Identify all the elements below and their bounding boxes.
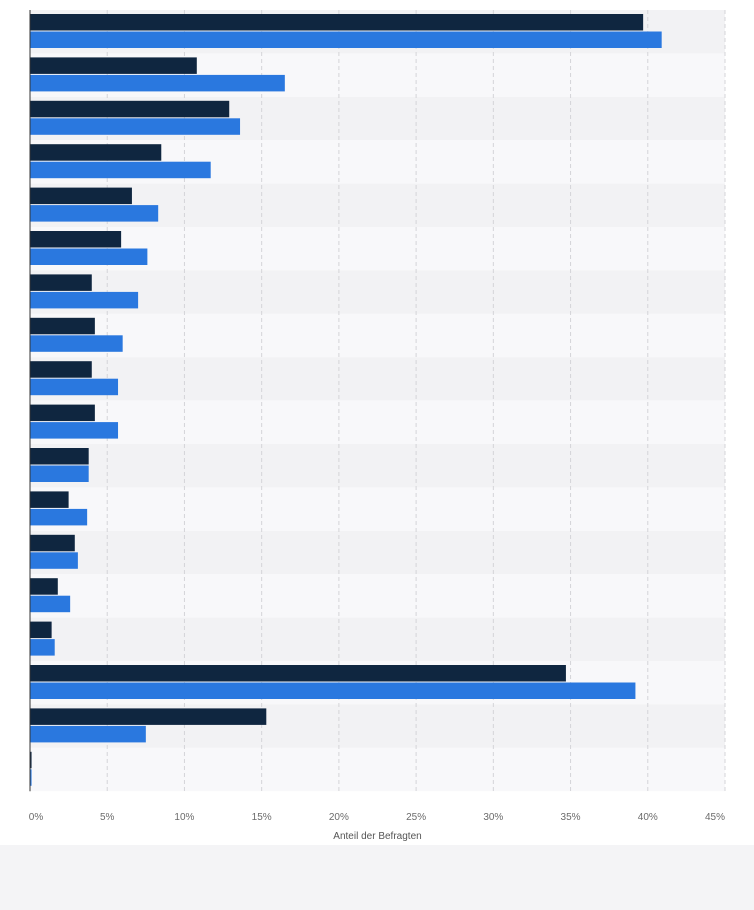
bar-series-2[interactable]	[30, 335, 123, 352]
row-band	[30, 487, 725, 531]
bar-series-1[interactable]	[30, 404, 95, 422]
x-tick-label: 5%	[100, 812, 115, 823]
x-tick-label: 40%	[638, 812, 658, 823]
bar-series-1[interactable]	[30, 534, 75, 552]
bar-series-1[interactable]	[30, 231, 122, 248]
bar-series-2[interactable]	[30, 291, 139, 309]
bar-series-1[interactable]	[30, 751, 32, 769]
bar-series-1[interactable]	[30, 361, 92, 378]
bar-series-2[interactable]	[30, 639, 55, 656]
bar-series-2[interactable]	[30, 248, 148, 266]
bar-series-2[interactable]	[30, 508, 88, 526]
bar-series-2[interactable]	[30, 161, 211, 179]
row-band	[30, 747, 725, 792]
bar-series-1[interactable]	[30, 187, 132, 205]
row-band	[30, 270, 725, 314]
bars	[30, 14, 662, 786]
x-tick-label: 30%	[483, 812, 503, 823]
row-band	[30, 574, 725, 618]
bar-series-1[interactable]	[30, 665, 566, 682]
row-band	[30, 400, 725, 444]
x-tick-label: 10%	[174, 812, 194, 823]
bar-series-2[interactable]	[30, 682, 636, 700]
bar-series-2[interactable]	[30, 118, 241, 135]
bar-series-1[interactable]	[30, 274, 92, 291]
bar-series-1[interactable]	[30, 317, 95, 335]
bar-series-1[interactable]	[30, 578, 58, 595]
row-band	[30, 357, 725, 401]
bar-series-2[interactable]	[30, 725, 146, 743]
bar-series-1[interactable]	[30, 144, 162, 161]
bar-series-2[interactable]	[30, 31, 662, 49]
bar-series-1[interactable]	[30, 448, 89, 465]
bar-series-1[interactable]	[30, 491, 69, 508]
chart-area: 0% 5% 10% 15% 20% 25% 30% 35% 40% 45% Anteil der …	[0, 0, 754, 845]
bar-series-1[interactable]	[30, 14, 644, 31]
bar-chart: 0% 5% 10% 15% 20% 25% 30% 35% 40% 45% Anteil der …	[29, 10, 726, 842]
x-tick-labels: 0% 5% 10% 15% 20% 25% 30% 35% 40% 45%	[29, 812, 725, 823]
bar-series-2[interactable]	[30, 422, 119, 439]
bar-series-1[interactable]	[30, 708, 267, 725]
x-tick-label: 35%	[561, 812, 581, 823]
x-tick-label: 45%	[705, 812, 725, 823]
bar-series-2[interactable]	[30, 769, 32, 786]
bar-series-2[interactable]	[30, 205, 159, 222]
bar-series-2[interactable]	[30, 74, 285, 92]
gridlines	[106, 10, 726, 792]
bar-series-1[interactable]	[30, 621, 52, 639]
bar-series-2[interactable]	[30, 595, 71, 613]
x-tick-label: 20%	[329, 812, 349, 823]
row-band	[30, 530, 725, 575]
bar-series-1[interactable]	[30, 57, 197, 74]
row-band	[30, 617, 725, 661]
bar-series-2[interactable]	[30, 552, 78, 569]
row-band	[30, 444, 725, 488]
bar-series-2[interactable]	[30, 378, 119, 396]
bar-series-1[interactable]	[30, 100, 230, 118]
x-tick-label: 25%	[406, 812, 426, 823]
x-axis-label: Anteil der Befragten	[333, 831, 421, 842]
bar-series-2[interactable]	[30, 465, 89, 483]
footer-area	[0, 845, 754, 910]
x-tick-label: 15%	[252, 812, 272, 823]
row-band	[30, 313, 725, 358]
x-tick-label: 0%	[29, 812, 44, 823]
